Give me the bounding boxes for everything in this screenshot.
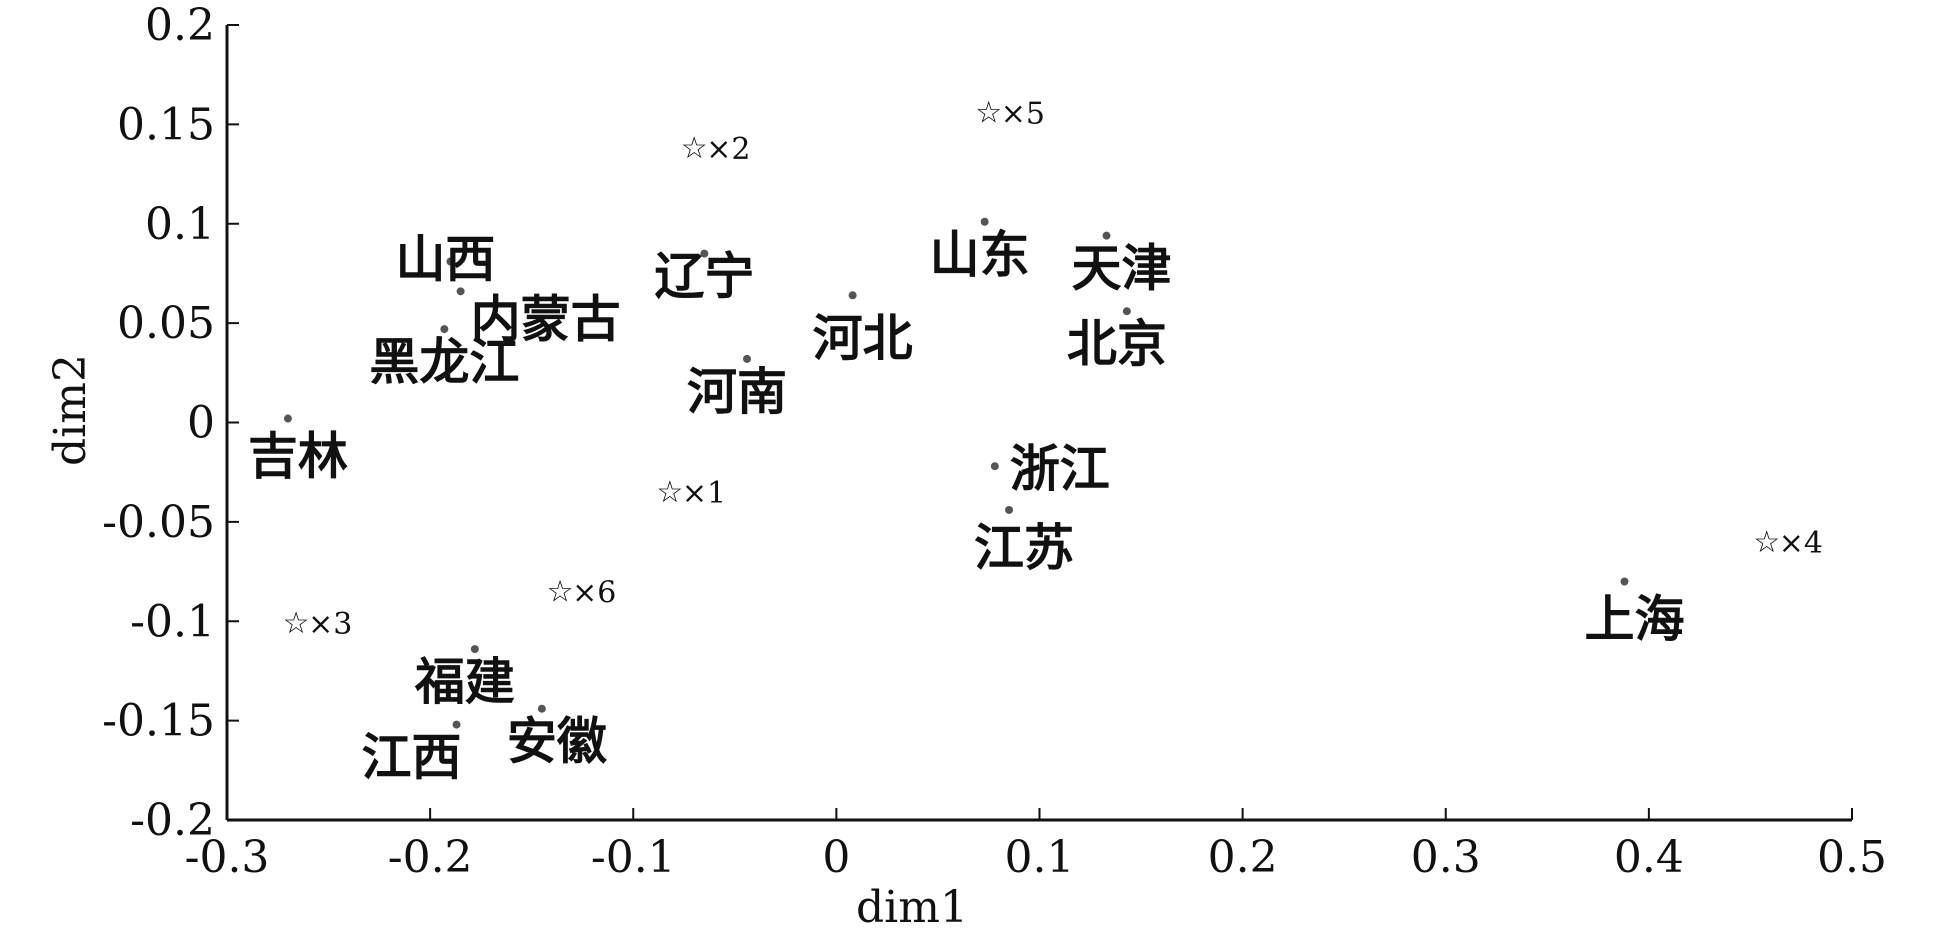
province-point bbox=[452, 720, 461, 729]
province-point bbox=[1102, 231, 1111, 240]
cluster-center-star-icon: ☆ bbox=[656, 475, 683, 510]
y-tick-label: 0.2 bbox=[145, 0, 215, 51]
x-axis-label: dim1 bbox=[856, 882, 968, 933]
province-label: 内蒙古 bbox=[471, 290, 621, 348]
province-label: 安徽 bbox=[507, 713, 608, 771]
cluster-center-label: ×2 bbox=[706, 132, 750, 167]
cluster-center-label: ×3 bbox=[308, 607, 352, 642]
province-label: 北京 bbox=[1067, 315, 1167, 373]
cluster-center-star-icon: ☆ bbox=[975, 95, 1002, 130]
y-tick-label: 0.05 bbox=[117, 298, 215, 349]
cluster-centers: ☆×1☆×2☆×3☆×4☆×5☆×6 bbox=[283, 95, 1823, 642]
province-label: 黑龙江 bbox=[369, 333, 519, 391]
y-tick-label: 0 bbox=[187, 398, 215, 449]
province-label: 吉林 bbox=[248, 428, 348, 486]
province-label: 江西 bbox=[362, 729, 462, 787]
province-point bbox=[700, 249, 709, 258]
cluster-center-label: ×6 bbox=[572, 575, 616, 610]
cluster-center-label: ×1 bbox=[682, 476, 726, 511]
province-label: 山西 bbox=[395, 231, 495, 289]
y-tick-label: 0.15 bbox=[117, 99, 215, 150]
province-point bbox=[1122, 307, 1131, 316]
x-tick-label: 0.5 bbox=[1817, 832, 1887, 883]
y-tick-label: 0.1 bbox=[145, 199, 215, 250]
province-point bbox=[470, 645, 479, 654]
province-point bbox=[283, 414, 292, 423]
province-label: 河北 bbox=[813, 309, 913, 367]
y-tick-label: -0.2 bbox=[130, 795, 215, 846]
province-point bbox=[537, 704, 546, 713]
x-tick-label: -0.1 bbox=[591, 832, 676, 883]
province-point bbox=[980, 217, 989, 226]
y-ticks: 0.2 0.15 0.1 0.05 0 -0.05 -0.1 -0.15 -0.2 bbox=[102, 0, 239, 846]
province-point bbox=[456, 287, 465, 296]
x-tick-label: -0.3 bbox=[185, 832, 270, 883]
cluster-center-label: ×5 bbox=[1001, 96, 1045, 131]
province-label: 天津 bbox=[1072, 240, 1172, 298]
y-tick-label: -0.15 bbox=[102, 696, 215, 747]
cluster-center-star-icon: ☆ bbox=[283, 606, 310, 641]
x-ticks: -0.3 -0.2 -0.1 0 0.1 0.2 0.3 0.4 0.5 bbox=[185, 808, 1887, 883]
province-point bbox=[1005, 505, 1014, 514]
province-label: 山东 bbox=[930, 226, 1030, 284]
y-tick-label: -0.1 bbox=[130, 596, 215, 647]
y-tick-label: -0.05 bbox=[102, 497, 215, 548]
province-point bbox=[1620, 577, 1629, 586]
x-tick-label: 0.1 bbox=[1005, 832, 1075, 883]
x-tick-label: 0 bbox=[822, 832, 850, 883]
province-label: 上海 bbox=[1585, 591, 1685, 649]
cluster-center-star-icon: ☆ bbox=[1753, 525, 1780, 560]
province-point bbox=[440, 325, 449, 334]
cluster-center-label: ×4 bbox=[1779, 526, 1823, 561]
x-tick-label: 0.3 bbox=[1411, 832, 1481, 883]
y-axis-label: dim2 bbox=[45, 354, 96, 466]
x-tick-label: -0.2 bbox=[388, 832, 473, 883]
province-label: 辽宁 bbox=[654, 248, 754, 306]
province-label: 江苏 bbox=[974, 519, 1074, 577]
province-label: 河南 bbox=[687, 363, 787, 421]
province-point bbox=[743, 354, 751, 363]
x-tick-label: 0.4 bbox=[1614, 832, 1684, 883]
x-tick-label: 0.2 bbox=[1208, 832, 1278, 883]
province-point bbox=[990, 462, 999, 471]
cluster-center-star-icon: ☆ bbox=[681, 131, 708, 166]
province-point bbox=[446, 257, 455, 266]
cluster-center-star-icon: ☆ bbox=[547, 574, 574, 609]
province-point bbox=[848, 291, 857, 300]
province-label: 浙江 bbox=[1010, 440, 1110, 498]
province-label: 福建 bbox=[414, 653, 515, 711]
